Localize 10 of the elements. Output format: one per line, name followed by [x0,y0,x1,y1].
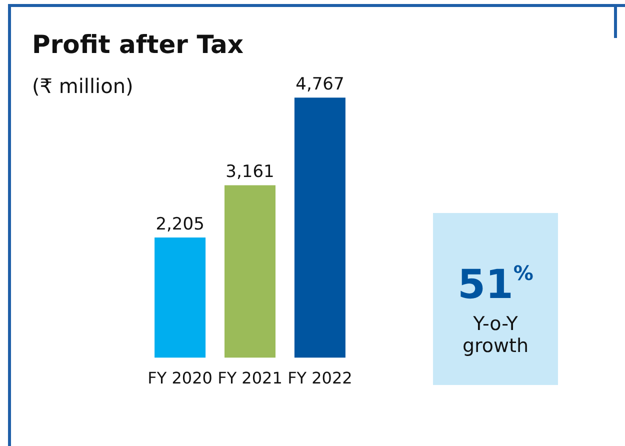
x-tick-label: FY 2020 [148,368,212,388]
chart-title: Profit after Tax [32,30,244,59]
data-label: 4,767 [296,74,344,95]
data-label: 3,161 [226,162,274,182]
text: Y-o-Y growth [461,313,530,357]
x-tick-label: FY 2022 [288,368,352,388]
chart-subtitle: (₹ million) [32,74,134,98]
text: 51$^{%}$ [456,260,534,308]
x-tick-label: FY 2021 [218,368,282,388]
data-label: 2,205 [156,214,204,234]
